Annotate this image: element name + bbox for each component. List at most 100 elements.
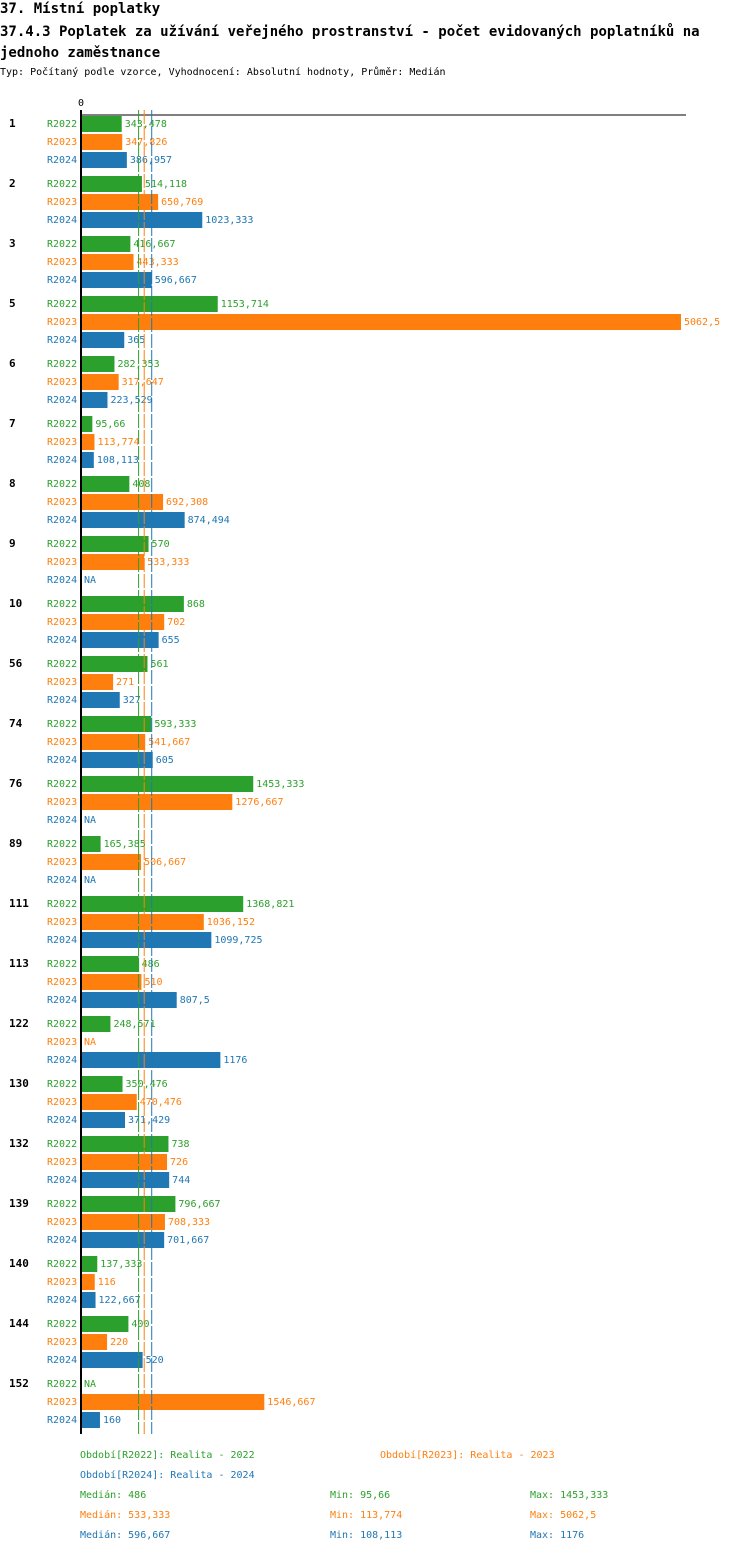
series-label: R2024 (47, 335, 77, 346)
series-label: R2024 (47, 935, 77, 946)
data-label: 271 (116, 677, 134, 688)
legend-min-r2022: Min: 95,66 (330, 1490, 391, 1501)
category-label: 9 (9, 537, 16, 550)
bar (81, 596, 184, 612)
series-label: R2022 (47, 239, 77, 250)
bar (81, 374, 119, 390)
bar (81, 494, 164, 510)
data-label: 1099,725 (214, 935, 262, 946)
data-label: 1176 (223, 1055, 247, 1066)
series-label: R2024 (47, 155, 77, 166)
category-label: 140 (9, 1257, 29, 1270)
series-label: R2023 (47, 857, 77, 868)
series-label: R2022 (47, 719, 77, 730)
data-label: 122,667 (99, 1295, 141, 1306)
data-label: 113,774 (97, 437, 139, 448)
series-label: R2024 (47, 1355, 77, 1366)
data-label: 596,667 (155, 275, 197, 286)
category-label: 6 (9, 357, 16, 370)
data-label: 520 (146, 1355, 164, 1366)
bar (81, 1292, 96, 1308)
series-label: R2023 (47, 1397, 77, 1408)
category-label: 2 (9, 177, 16, 190)
data-label: 726 (170, 1157, 188, 1168)
data-label: 1023,333 (205, 215, 253, 226)
series-label: R2022 (47, 1019, 77, 1030)
series-label: R2024 (47, 1115, 77, 1126)
bar (81, 1016, 111, 1032)
bar (81, 392, 108, 408)
data-label: 116 (98, 1277, 116, 1288)
bar (81, 236, 131, 252)
x-tick-label-0: 0 (78, 98, 84, 109)
bar (81, 134, 123, 150)
data-label: 1276,667 (235, 797, 283, 808)
legend-max-r2024: Max: 1176 (530, 1530, 585, 1541)
series-label: R2023 (47, 1037, 77, 1048)
category-label: 111 (9, 897, 29, 910)
series-label: R2024 (47, 515, 77, 526)
series-label: R2023 (47, 977, 77, 988)
series-label: R2024 (47, 635, 77, 646)
legend-median-r2023: Medián: 533,333 (80, 1510, 171, 1521)
bar (81, 1196, 176, 1212)
category-label: 1 (9, 117, 16, 130)
series-label: R2024 (47, 875, 77, 886)
data-label: 605 (156, 755, 174, 766)
data-label: 108,113 (97, 455, 139, 466)
series-label: R2022 (47, 1379, 77, 1390)
series-label: R2024 (47, 695, 77, 706)
series-label: R2023 (47, 317, 77, 328)
series-label: R2022 (47, 839, 77, 850)
series-label: R2023 (47, 1337, 77, 1348)
data-label: 317,647 (122, 377, 164, 388)
data-label: 702 (167, 617, 185, 628)
data-label: 347,826 (125, 137, 167, 148)
legend-min-r2024: Min: 108,113 (330, 1530, 403, 1541)
category-label: 89 (9, 837, 22, 850)
data-label: 868 (187, 599, 205, 610)
bar (81, 734, 146, 750)
category-label: 5 (9, 297, 16, 310)
bar (81, 956, 139, 972)
data-label: 5062,5 (684, 317, 720, 328)
bar (81, 212, 203, 228)
data-label: 593,333 (154, 719, 196, 730)
category-label: 152 (9, 1377, 29, 1390)
series-label: R2022 (47, 1139, 77, 1150)
series-label: R2023 (47, 797, 77, 808)
bar (81, 1052, 221, 1068)
bar (81, 656, 148, 672)
data-label: 541,667 (148, 737, 190, 748)
data-label: 165,385 (104, 839, 146, 850)
series-label: R2022 (47, 479, 77, 490)
data-label: 650,769 (161, 197, 203, 208)
series-label: R2023 (47, 197, 77, 208)
page-title: 37. Místní poplatky (0, 1, 161, 17)
category-label: 113 (9, 957, 29, 970)
bar (81, 116, 122, 132)
data-label: 400 (131, 1319, 149, 1330)
data-label: 386,957 (130, 155, 172, 166)
data-label: 708,333 (168, 1217, 210, 1228)
bar (81, 1112, 126, 1128)
data-label: NA (84, 815, 96, 826)
data-label: 506,667 (144, 857, 186, 868)
bar (81, 554, 145, 570)
category-label: 130 (9, 1077, 29, 1090)
bar (81, 1214, 165, 1230)
category-label: 56 (9, 657, 23, 670)
bar (81, 512, 185, 528)
bar (81, 974, 142, 990)
bar (81, 1394, 265, 1410)
bar (81, 692, 120, 708)
bar (81, 854, 142, 870)
bar (81, 1334, 108, 1350)
bar (81, 1256, 98, 1272)
data-label: 1036,152 (207, 917, 255, 928)
bar (81, 332, 125, 348)
series-label: R2024 (47, 755, 77, 766)
data-label: 655 (162, 635, 180, 646)
data-label: 371,429 (128, 1115, 170, 1126)
series-label: R2022 (47, 1079, 77, 1090)
